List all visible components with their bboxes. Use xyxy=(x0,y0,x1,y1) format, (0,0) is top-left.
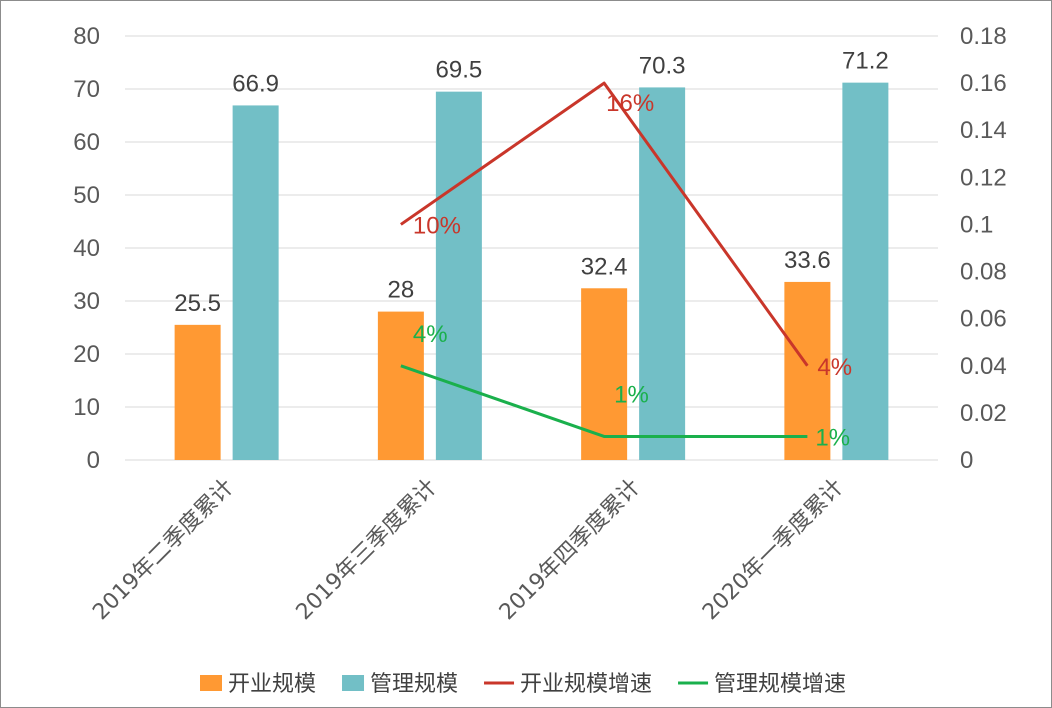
line-value-label: 1% xyxy=(614,381,649,408)
y-left-tick-label: 30 xyxy=(73,288,100,315)
y-axis-right: 0 0.02 0.04 0.06 0.08 0.1 0.12 0.14 0.16 0.18 xyxy=(960,23,1007,474)
bar-managed-scale xyxy=(232,105,279,461)
x-category-label: 2019年二季度累计 xyxy=(88,475,239,626)
y-left-tick-label: 80 xyxy=(73,23,100,50)
x-axis-categories: 2019年二季度累计 2019年三季度累计 2019年四季度累计 2020年一季度累计 xyxy=(88,475,848,626)
y-left-tick-label: 70 xyxy=(73,76,100,103)
y-right-tick-label: 0.12 xyxy=(960,164,1007,191)
line-value-label: 1% xyxy=(815,424,850,451)
bar-value-label: 69.5 xyxy=(436,57,483,84)
bar-value-label: 28 xyxy=(388,277,415,304)
y-right-tick-label: 0 xyxy=(960,447,973,474)
y-left-tick-label: 10 xyxy=(73,394,100,421)
bar-value-label: 33.6 xyxy=(784,247,831,274)
bar-managed-scale xyxy=(639,87,686,460)
y-right-tick-label: 0.14 xyxy=(960,117,1007,144)
bar-value-label: 70.3 xyxy=(639,52,686,79)
bar-opening-scale xyxy=(581,288,628,460)
y-right-tick-label: 0.06 xyxy=(960,306,1007,333)
opening-growth-line xyxy=(400,81,809,367)
line-series xyxy=(400,81,809,438)
y-right-tick-label: 0.02 xyxy=(960,400,1007,427)
bar-series xyxy=(174,82,889,461)
y-right-tick-label: 0.18 xyxy=(960,23,1007,50)
bar-value-label: 66.9 xyxy=(232,70,279,97)
y-right-tick-label: 0.08 xyxy=(960,259,1007,286)
legend-swatch xyxy=(342,675,365,691)
y-right-tick-label: 0.1 xyxy=(960,211,993,238)
x-category-label: 2019年四季度累计 xyxy=(495,475,646,626)
legend-label: 管理规模 xyxy=(370,672,458,697)
y-right-tick-label: 0.16 xyxy=(960,70,1007,97)
bar-value-label: 32.4 xyxy=(581,253,628,280)
bar-value-label: 25.5 xyxy=(174,290,221,317)
y-left-tick-label: 40 xyxy=(73,235,100,262)
bar-opening-scale xyxy=(784,281,831,460)
legend: 开业规模 管理规模 开业规模增速 管理规模增速 xyxy=(200,672,846,697)
legend-label: 管理规模增速 xyxy=(714,672,846,697)
y-right-tick-label: 0.04 xyxy=(960,353,1007,380)
managed-growth-line xyxy=(400,364,808,438)
bar-managed-scale xyxy=(842,82,889,460)
line-value-label: 16% xyxy=(606,90,654,117)
x-category-label: 2020年一季度累计 xyxy=(698,475,849,626)
legend-swatch xyxy=(200,675,222,691)
y-axis-left: 0 10 20 30 40 50 60 70 80 xyxy=(73,23,100,474)
data-labels: 25.5 28 32.4 33.6 66.9 69.5 70.3 71.2 10% 16% 4% 4%… xyxy=(174,48,888,452)
y-left-tick-label: 0 xyxy=(87,447,100,474)
y-left-tick-label: 50 xyxy=(73,182,100,209)
x-category-label: 2019年三季度累计 xyxy=(292,475,443,626)
legend-label: 开业规模 xyxy=(228,672,316,697)
line-value-label: 4% xyxy=(817,354,852,381)
bar-value-label: 71.2 xyxy=(842,48,889,75)
y-left-tick-label: 60 xyxy=(73,129,100,156)
y-left-tick-label: 20 xyxy=(73,341,100,368)
legend-label: 开业规模增速 xyxy=(520,672,652,697)
bar-managed-scale xyxy=(435,91,482,461)
line-value-label: 10% xyxy=(413,212,461,239)
line-value-label: 4% xyxy=(413,321,448,348)
bar-opening-scale xyxy=(377,311,424,460)
bar-opening-scale xyxy=(174,324,221,460)
